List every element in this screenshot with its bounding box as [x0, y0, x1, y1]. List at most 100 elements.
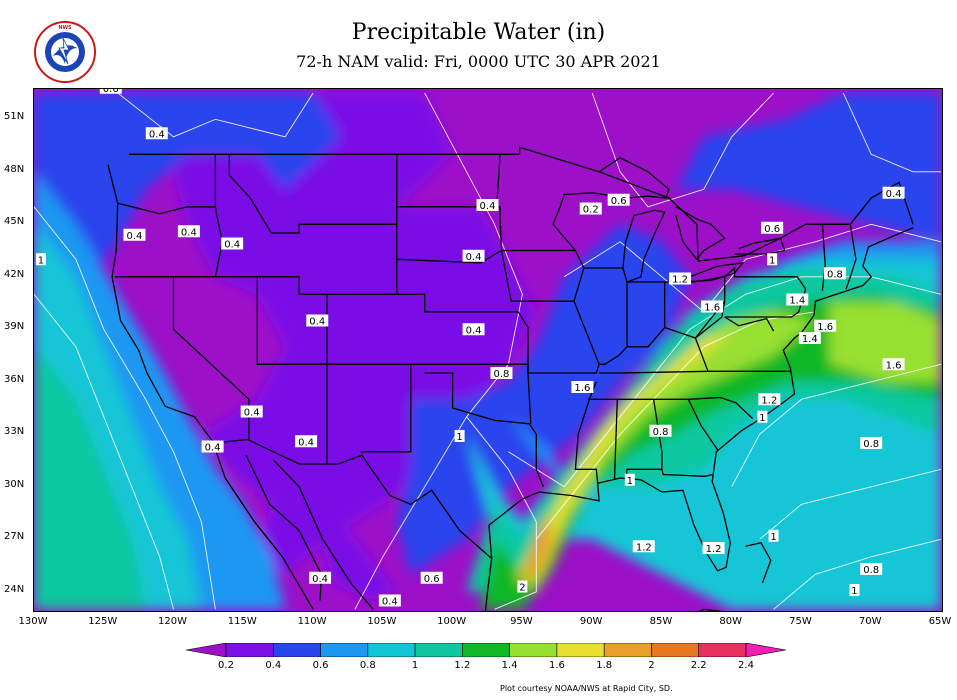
border-line [172, 276, 250, 440]
contour-label-box [814, 319, 837, 332]
contour-label-box [99, 89, 122, 94]
contour-label-box [761, 221, 784, 234]
border-line [214, 154, 224, 277]
contour-line [591, 92, 774, 208]
contour-label: 0.4 [221, 237, 244, 251]
longitude-label: 120W [158, 616, 188, 627]
colorbar-segment [651, 643, 700, 657]
longitude-label: 90W [579, 616, 603, 627]
border-line [107, 164, 214, 442]
longitude-label: 115W [227, 616, 257, 627]
contour-label: 0.4 [476, 199, 499, 212]
contour-label: 1 [767, 253, 778, 266]
contour-label-text: 0.2 [583, 205, 599, 216]
contour-label-text: 1 [769, 255, 775, 266]
contour-label: 1.6 [814, 319, 837, 333]
contour-label-text: 1.4 [789, 296, 805, 307]
contour-label-text: 1 [851, 586, 857, 597]
contour-label-box [701, 300, 724, 313]
contour-label-text: 0.8 [863, 439, 879, 450]
colorbar-segment [556, 643, 605, 657]
contour-label-text: 0.6 [424, 574, 440, 585]
border-line [574, 381, 599, 484]
contour-label: 0.4 [462, 323, 485, 336]
svg-text:NWS: NWS [58, 25, 72, 31]
border-line [613, 399, 618, 480]
colorbar-segment [272, 643, 321, 657]
contour-label-text: 1.2 [672, 275, 688, 286]
contour-label: 1 [849, 584, 860, 597]
border-line [552, 194, 576, 251]
longitude-label: 110W [297, 616, 327, 627]
contour-label-box [295, 435, 318, 448]
map-subtitle: 72-h NAM valid: Fri, 0000 UTC 30 APR 202… [296, 52, 661, 71]
map-canvas: 0.6 0.4 1 0.4 0.4 0.4 0.4 0.4 0.4 0.4 0.4 0.4 0.6 0.4… [34, 89, 942, 611]
contour-label: 1.4 [786, 293, 809, 307]
contour-label: 1.2 [669, 272, 692, 286]
contour-label-box [123, 228, 146, 241]
colorbar-tick-label: 1 [411, 660, 419, 671]
longitude-label: 85W [649, 616, 673, 627]
border-line [228, 154, 398, 234]
contour-label-text: 0.4 [181, 227, 197, 238]
border-line [622, 209, 666, 283]
contour-label-box [767, 253, 778, 266]
border-line [488, 227, 914, 572]
longitude-label: 75W [789, 616, 812, 627]
contour-label-box [768, 529, 779, 542]
border-line [517, 300, 600, 374]
contour-line [731, 363, 942, 488]
colorbar-tick-label: 1.8 [596, 660, 613, 671]
contour-label: 0.8 [490, 367, 513, 380]
contour-label-text: 0.8 [653, 427, 669, 438]
colorbar [186, 643, 786, 657]
latitude-label: 51N [4, 111, 25, 123]
contour-label-text: 0.4 [309, 317, 325, 328]
border-line [745, 542, 772, 584]
contour-label-text: 0.8 [494, 369, 510, 380]
contour-label-text: 0.4 [382, 597, 398, 608]
contour-label-box [669, 272, 692, 285]
colorbar-tick-label: 1.6 [548, 660, 565, 671]
contour-label: 0.4 [378, 594, 401, 608]
longitude-label: 65W [928, 616, 952, 627]
contour-label-box [490, 367, 513, 379]
nws-logo: NWS [34, 21, 96, 83]
contour-label-text: 1 [456, 432, 462, 443]
latitude-label: 24N [4, 583, 25, 595]
contour-label-box [462, 249, 485, 262]
contour-line [117, 92, 314, 138]
plot-credit: Plot courtesy NOAA/NWS at Rapid City, SD… [500, 684, 673, 693]
border-line [564, 157, 670, 199]
latitude-label: 39N [4, 321, 25, 333]
contour-label: 0.4 [882, 186, 905, 200]
colorbar-segment [225, 643, 274, 657]
colorbar-high-arrow [745, 643, 786, 657]
contour-label-text: 1.6 [886, 360, 902, 371]
border-line [821, 224, 826, 291]
contour-label: 1 [35, 253, 46, 266]
contour-line [466, 416, 537, 610]
contour-label: 0.4 [177, 225, 200, 238]
contour-label: 0.4 [309, 571, 332, 585]
contour-label: 1.6 [882, 358, 905, 371]
contour-label-text: 0.4 [312, 574, 328, 585]
contour-line [759, 468, 942, 540]
border-line [588, 396, 754, 419]
contour-label-box [786, 293, 809, 306]
latitude-label: 42N [4, 268, 25, 280]
contour-label: 0.2 [579, 202, 602, 216]
latitude-label: 48N [4, 163, 25, 175]
contour-label-box [702, 542, 725, 554]
colorbar-tick-label: 0.4 [265, 660, 282, 671]
contour-label-box [517, 580, 528, 593]
contour-label-text: 1 [627, 476, 633, 487]
contour-label-text: 1.2 [761, 395, 777, 406]
pwat-1.4-band [480, 294, 941, 610]
contour-label-box [201, 440, 224, 453]
longitude-label: 130W [18, 616, 48, 627]
political-borders [107, 146, 914, 611]
border-line [424, 372, 544, 488]
contour-label: 0.4 [295, 435, 318, 448]
contour-label-box [632, 540, 655, 553]
